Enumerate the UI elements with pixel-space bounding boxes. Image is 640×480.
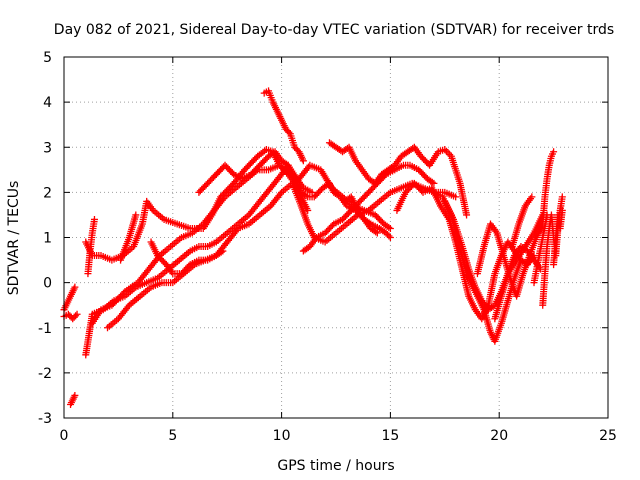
x-axis-title: GPS time / hours xyxy=(277,458,394,474)
series-track-21 xyxy=(508,193,536,251)
data-point xyxy=(328,221,336,229)
data-point xyxy=(132,211,140,219)
chart-title: Day 082 of 2021, Sidereal Day-to-day VTE… xyxy=(54,22,614,38)
series-track-3 xyxy=(67,391,79,408)
data-point xyxy=(219,247,227,255)
x-tick-label: 0 xyxy=(60,428,69,444)
data-point xyxy=(385,232,393,240)
y-tick-label: 2 xyxy=(43,185,52,201)
data-point xyxy=(385,223,393,231)
x-tick-label: 5 xyxy=(168,428,177,444)
data-point xyxy=(372,228,380,236)
x-tick-label: 10 xyxy=(273,428,291,444)
series-track-12 xyxy=(260,87,307,165)
data-point xyxy=(72,312,80,320)
series-track-14 xyxy=(325,139,471,219)
y-tick-label: -3 xyxy=(38,411,52,427)
y-axis-title: SDTVAR / TECUs xyxy=(6,181,22,296)
series-track-1 xyxy=(60,283,79,314)
series-track-23 xyxy=(539,148,558,228)
plot-frame xyxy=(63,56,609,419)
data-point xyxy=(386,234,394,241)
series-track-2 xyxy=(60,310,81,323)
data-point xyxy=(373,229,381,237)
data-point xyxy=(299,157,307,165)
series-track-9 xyxy=(117,211,140,264)
data-point xyxy=(285,128,293,136)
x-tick-label: 20 xyxy=(490,428,508,444)
y-tick-label: 0 xyxy=(43,276,52,292)
grid xyxy=(64,57,608,418)
data-point xyxy=(71,391,79,399)
data-point xyxy=(528,193,536,201)
data-point xyxy=(442,147,450,155)
series-track-15 xyxy=(341,193,381,237)
data-point xyxy=(386,224,394,232)
data-points xyxy=(60,87,566,408)
y-tick-label: 1 xyxy=(43,231,52,247)
series-track-25 xyxy=(550,206,566,269)
data-point xyxy=(463,211,471,219)
data-point xyxy=(452,193,460,201)
data-point xyxy=(308,188,316,196)
data-point xyxy=(302,192,310,200)
data-point xyxy=(558,193,566,201)
data-point xyxy=(217,248,225,256)
data-point xyxy=(90,215,98,223)
data-point xyxy=(550,148,558,156)
y-tick-label: 3 xyxy=(43,140,52,156)
data-point xyxy=(228,169,236,177)
data-point xyxy=(185,262,193,270)
data-point xyxy=(71,283,79,291)
y-tick-label: 5 xyxy=(43,50,52,66)
data-point xyxy=(558,206,566,214)
y-tick-label: 4 xyxy=(43,95,52,111)
series-track-10 xyxy=(147,238,227,278)
y-tick-label: -2 xyxy=(38,366,52,382)
data-point xyxy=(73,310,81,318)
x-tick-label: 25 xyxy=(599,428,617,444)
data-point xyxy=(430,179,438,187)
series-track-11 xyxy=(195,148,316,196)
x-tick-label: 15 xyxy=(381,428,399,444)
y-tick-label: -1 xyxy=(38,321,52,337)
